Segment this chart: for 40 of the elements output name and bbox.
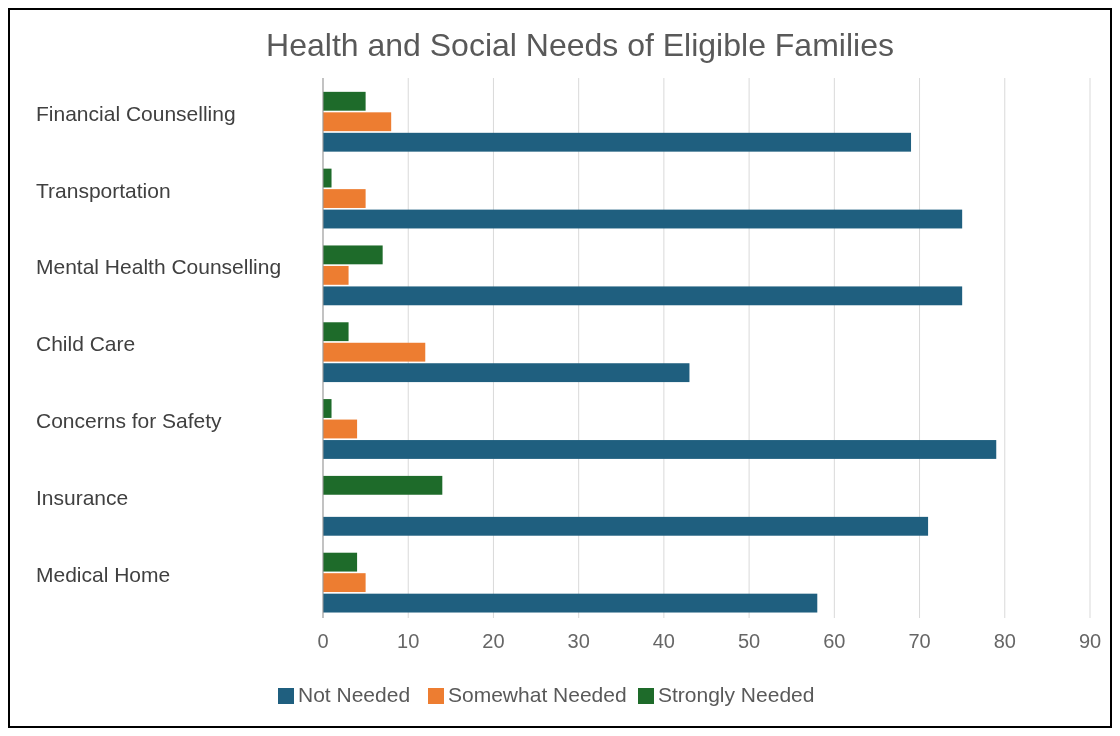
bar: [323, 573, 366, 593]
bar: [323, 363, 690, 383]
bar: [323, 516, 929, 536]
bar: [323, 91, 366, 111]
y-tick-label: Medical Home: [36, 562, 171, 586]
x-tick-label: 60: [823, 630, 846, 652]
x-tick-label: 40: [652, 630, 676, 652]
bar: [323, 189, 366, 208]
x-tick-label: 30: [567, 630, 590, 652]
x-tick-label: 80: [993, 630, 1016, 652]
x-tick-label: 0: [317, 630, 329, 652]
bar: [323, 209, 963, 229]
legend-label: Strongly Needed: [658, 682, 815, 706]
x-tick-label: 70: [908, 630, 931, 652]
y-tick-label: Financial Counselling: [36, 101, 236, 125]
y-tick-label: Concerns for Safety: [36, 408, 223, 432]
bar: [323, 112, 392, 132]
bar: [323, 440, 997, 459]
bar: [323, 552, 358, 572]
x-tick-label: 20: [482, 630, 505, 652]
bar: [323, 419, 358, 439]
x-tick-label: 50: [737, 630, 761, 652]
bar: [323, 475, 443, 495]
bar: [323, 399, 332, 418]
y-tick-label: Mental Health Counselling: [36, 255, 282, 279]
chart-title: Health and Social Needs of Eligible Families: [266, 27, 894, 63]
x-tick-label: 90: [1078, 630, 1102, 652]
bar: [323, 342, 426, 362]
bar: [323, 286, 963, 306]
y-tick-label: Child Care: [36, 332, 136, 356]
bar: [323, 245, 383, 265]
bar: [323, 322, 349, 342]
bar: [323, 593, 818, 613]
legend-label: Not Needed: [298, 682, 411, 706]
y-tick-label: Transportation: [36, 178, 171, 202]
legend-label: Somewhat Needed: [448, 682, 627, 706]
bar: [323, 132, 912, 152]
x-tick-label: 10: [397, 630, 420, 652]
y-tick-label: Insurance: [36, 485, 129, 509]
bar: [323, 265, 349, 285]
